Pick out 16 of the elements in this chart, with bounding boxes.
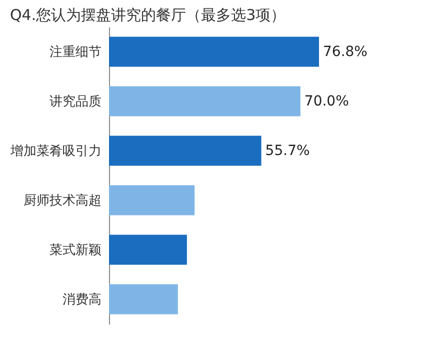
y-tick-label: 增加菜肴吸引力 — [10, 144, 102, 159]
data-label: 76.8% — [323, 44, 368, 60]
bar — [109, 284, 178, 314]
bar — [109, 36, 319, 67]
bar — [109, 185, 195, 216]
bar — [109, 234, 187, 265]
chart-title: Q4.您认为摆盘讲究的餐厅（最多选3项） — [10, 6, 286, 24]
y-tick-label: 注重细节 — [50, 44, 102, 60]
y-tick-label: 菜式新颖 — [50, 242, 102, 258]
bar — [109, 136, 262, 166]
data-label: 55.7% — [265, 142, 310, 159]
data-label: 70.0% — [304, 93, 349, 110]
y-tick-label: 消费高 — [62, 291, 102, 308]
y-tick-label: 讲究品质 — [50, 94, 102, 110]
y-tick-label: 厨师技术高超 — [24, 192, 102, 208]
bar — [109, 86, 300, 116]
